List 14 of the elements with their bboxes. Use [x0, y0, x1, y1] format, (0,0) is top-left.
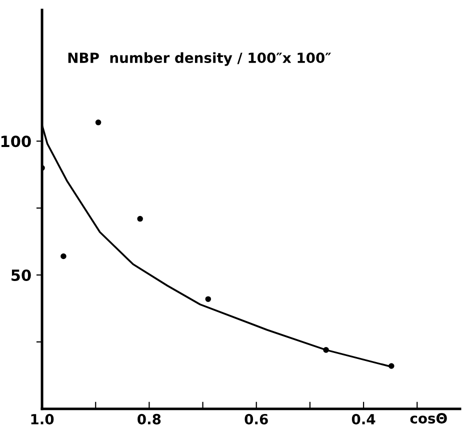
point — [60, 253, 66, 260]
x-tick-label: 0.6 — [244, 414, 268, 424]
x-tick-label: 0.8 — [138, 414, 161, 424]
point — [205, 296, 212, 302]
point — [388, 363, 394, 369]
point — [95, 120, 102, 126]
y-axis-title: NBP number density / 100″x 100″ — [68, 52, 332, 66]
x-axis-title: cosΘ — [410, 413, 447, 424]
y-tick-label: 50 — [12, 269, 31, 282]
x-tick-label: 0.4 — [352, 414, 376, 424]
x-tick-label: 1.0 — [31, 414, 54, 424]
point — [137, 216, 143, 222]
point — [323, 347, 329, 353]
y-tick-label: 100 — [1, 136, 31, 148]
